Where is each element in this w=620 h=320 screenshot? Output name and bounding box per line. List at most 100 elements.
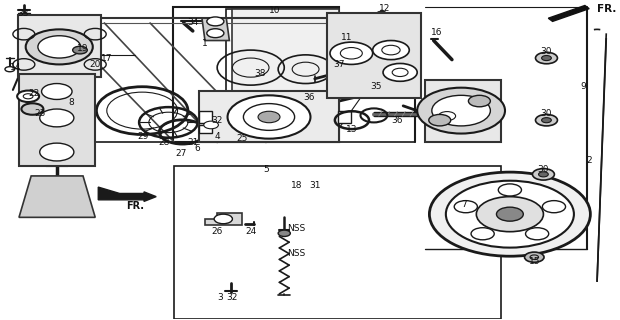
Bar — [338, 111, 352, 123]
Circle shape — [476, 197, 543, 232]
Polygon shape — [226, 9, 339, 122]
Polygon shape — [18, 15, 101, 77]
Circle shape — [429, 115, 451, 126]
Text: 37: 37 — [334, 60, 345, 69]
Circle shape — [542, 55, 551, 60]
Text: 21: 21 — [187, 138, 198, 147]
Text: 19: 19 — [77, 44, 89, 53]
Circle shape — [214, 214, 232, 224]
Text: 16: 16 — [431, 28, 443, 37]
Circle shape — [207, 29, 224, 38]
Text: NSS: NSS — [287, 224, 306, 233]
Text: 30: 30 — [538, 165, 549, 174]
Circle shape — [278, 230, 290, 236]
Text: 4: 4 — [215, 132, 220, 140]
Bar — [174, 166, 501, 319]
Text: 11: 11 — [342, 33, 353, 42]
Circle shape — [536, 115, 557, 126]
Polygon shape — [205, 212, 242, 225]
Circle shape — [417, 88, 505, 133]
Text: 35: 35 — [370, 82, 381, 91]
Circle shape — [25, 29, 93, 64]
Text: 22: 22 — [28, 89, 40, 98]
Text: 6: 6 — [194, 144, 200, 153]
Text: 2: 2 — [587, 156, 592, 164]
Circle shape — [498, 184, 521, 196]
Text: 36: 36 — [303, 93, 314, 102]
Text: 3: 3 — [218, 293, 223, 302]
Circle shape — [471, 228, 494, 240]
Text: 29: 29 — [137, 132, 148, 140]
Text: 20: 20 — [89, 60, 101, 69]
Text: 28: 28 — [159, 138, 170, 147]
Polygon shape — [199, 92, 339, 142]
Circle shape — [38, 36, 81, 58]
Polygon shape — [19, 74, 95, 166]
Circle shape — [469, 95, 490, 107]
Bar — [173, 7, 339, 142]
Circle shape — [17, 91, 39, 102]
Polygon shape — [327, 13, 422, 98]
Text: 9: 9 — [580, 82, 586, 91]
Circle shape — [536, 52, 557, 64]
Text: 33: 33 — [18, 9, 29, 18]
Polygon shape — [202, 18, 229, 41]
Text: 15: 15 — [528, 258, 540, 267]
Circle shape — [22, 103, 43, 115]
Circle shape — [526, 228, 549, 240]
Polygon shape — [19, 176, 95, 217]
Bar — [199, 125, 212, 133]
Text: 25: 25 — [236, 134, 247, 143]
Circle shape — [330, 42, 373, 64]
Text: 26: 26 — [211, 227, 223, 236]
Polygon shape — [232, 9, 339, 116]
Text: 30: 30 — [541, 109, 552, 118]
Circle shape — [432, 95, 490, 126]
Text: 38: 38 — [254, 69, 265, 78]
Text: 17: 17 — [101, 53, 113, 62]
Circle shape — [42, 84, 72, 100]
Text: 34: 34 — [187, 19, 198, 28]
Circle shape — [497, 207, 523, 221]
Polygon shape — [425, 80, 501, 142]
Text: 14: 14 — [11, 63, 22, 72]
Bar — [199, 111, 212, 123]
Text: 23: 23 — [34, 109, 46, 118]
Text: 27: 27 — [175, 149, 186, 158]
Circle shape — [207, 17, 224, 26]
Polygon shape — [98, 187, 144, 200]
Text: 5: 5 — [263, 165, 269, 174]
Circle shape — [40, 109, 74, 127]
Circle shape — [430, 172, 590, 256]
Text: 13: 13 — [345, 125, 357, 134]
Text: 24: 24 — [245, 227, 256, 236]
Text: FR.: FR. — [126, 201, 144, 211]
Text: 31: 31 — [309, 181, 321, 190]
Text: 18: 18 — [291, 181, 302, 190]
Text: 36: 36 — [391, 116, 403, 125]
Text: 32: 32 — [227, 293, 238, 302]
Circle shape — [73, 46, 87, 54]
Text: 32: 32 — [211, 116, 223, 125]
Circle shape — [40, 143, 74, 161]
Circle shape — [373, 41, 409, 60]
Text: 12: 12 — [379, 4, 391, 13]
Polygon shape — [144, 192, 156, 201]
Text: NSS: NSS — [287, 250, 306, 259]
Circle shape — [5, 67, 15, 72]
Polygon shape — [548, 5, 589, 21]
Text: 7: 7 — [461, 200, 467, 209]
Circle shape — [430, 107, 464, 125]
Circle shape — [539, 172, 548, 177]
Text: 10: 10 — [269, 6, 281, 15]
Circle shape — [542, 201, 565, 213]
Circle shape — [438, 112, 456, 121]
Circle shape — [204, 121, 218, 129]
Circle shape — [454, 201, 477, 213]
Text: FR.: FR. — [597, 4, 616, 14]
Text: 1: 1 — [202, 39, 208, 48]
Circle shape — [533, 169, 554, 180]
Text: 30: 30 — [541, 47, 552, 56]
Circle shape — [525, 252, 544, 262]
Circle shape — [542, 118, 551, 123]
